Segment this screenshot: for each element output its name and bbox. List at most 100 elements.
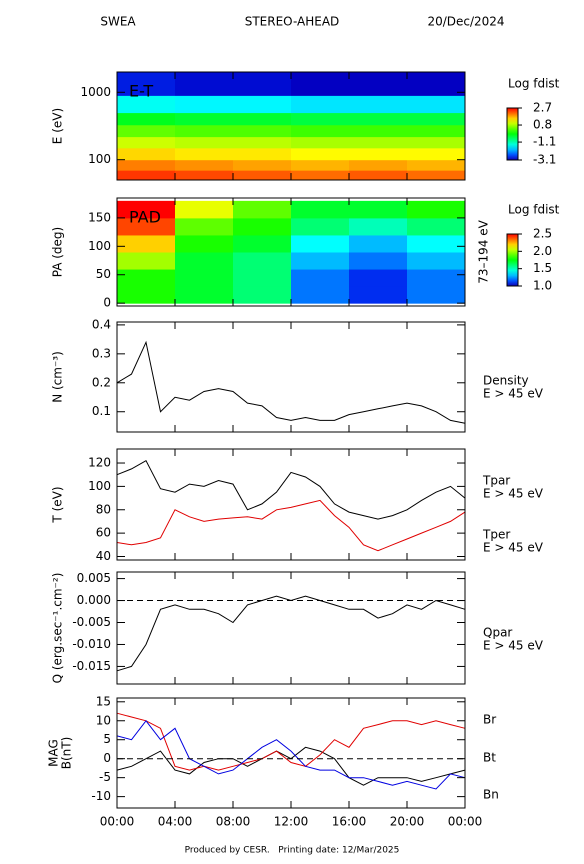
heatmap-cell bbox=[291, 234, 350, 253]
heatmap-cell bbox=[407, 159, 466, 171]
series-line bbox=[116, 340, 466, 424]
y-tick-label: 0.005 bbox=[77, 571, 111, 585]
y-axis-label: T (eV) bbox=[51, 486, 65, 523]
heatmap-cell bbox=[117, 159, 176, 171]
header-center: STEREO-AHEAD bbox=[245, 15, 340, 29]
heatmap-cell bbox=[407, 136, 466, 149]
heatmap-cell bbox=[407, 217, 466, 236]
heatmap-cell bbox=[117, 72, 176, 96]
colorbar-title: Log fdist bbox=[508, 77, 560, 91]
heatmap-cell bbox=[117, 269, 176, 287]
heatmap-cell bbox=[349, 217, 408, 236]
heatmap-cell bbox=[117, 112, 176, 126]
heatmap-cell bbox=[233, 147, 292, 161]
heatmap-cell bbox=[291, 286, 350, 304]
heatmap-cell bbox=[175, 217, 234, 236]
y-tick-label: 100 bbox=[88, 152, 111, 166]
heatmap-cell bbox=[349, 170, 408, 181]
legend-name: Tper bbox=[482, 528, 510, 542]
legend-note: E > 45 eV bbox=[483, 639, 544, 653]
header-right: 20/Dec/2024 bbox=[427, 15, 504, 29]
y-axis-label: PA (deg) bbox=[51, 227, 65, 277]
y-tick-label: 0.2 bbox=[92, 375, 111, 389]
heatmap-cell bbox=[175, 252, 234, 270]
heatmap-cell bbox=[291, 159, 350, 171]
heatmap-cell bbox=[349, 72, 408, 96]
heatmap-cell bbox=[233, 252, 292, 270]
heatmap-cell bbox=[291, 170, 350, 181]
y-axis-label: Q (erg.sec⁻¹.cm⁻²) bbox=[51, 573, 65, 684]
colorbar-tick-label: 0.8 bbox=[533, 118, 552, 132]
heatmap-cell bbox=[175, 200, 234, 219]
x-tick-label: 00:00 bbox=[448, 815, 483, 829]
heatmap-cell bbox=[349, 147, 408, 161]
heatmap-cell bbox=[233, 269, 292, 287]
y-tick-label: 0 bbox=[103, 751, 111, 765]
y-tick-label: 100 bbox=[88, 239, 111, 253]
colorbar-tick-label: 2.0 bbox=[533, 244, 552, 258]
heatmap-cell bbox=[175, 170, 234, 181]
series-line bbox=[116, 712, 466, 771]
footer: Produced by CESR. Printing date: 12/Mar/… bbox=[185, 846, 400, 856]
y-axis-label: MAG bbox=[47, 739, 61, 767]
y-tick-label: 0.1 bbox=[92, 404, 111, 418]
heatmap-cell bbox=[349, 200, 408, 219]
heatmap-cell bbox=[349, 112, 408, 126]
heatmap-cell bbox=[407, 269, 466, 287]
heatmap-cell bbox=[117, 252, 176, 270]
heatmap-cell bbox=[117, 95, 176, 114]
colorbar-title: Log fdist bbox=[508, 203, 560, 217]
y-axis-label: B(nT) bbox=[60, 737, 74, 770]
heatmap-cell bbox=[175, 286, 234, 304]
y-tick-label: 50 bbox=[96, 267, 111, 281]
heatmap-cell bbox=[349, 252, 408, 270]
heatmap-cell bbox=[291, 200, 350, 219]
legend-name: Br bbox=[483, 713, 496, 727]
heatmap-cell bbox=[407, 72, 466, 96]
panel-label: E-T bbox=[129, 82, 153, 101]
y-tick-label: 15 bbox=[96, 694, 111, 708]
heatmap-cell bbox=[407, 124, 466, 138]
heatmap-cell bbox=[117, 136, 176, 149]
y-tick-label: 0.000 bbox=[77, 593, 111, 607]
heatmap-cell bbox=[233, 286, 292, 304]
x-tick-label: 16:00 bbox=[332, 815, 367, 829]
y-tick-label: 0 bbox=[103, 296, 111, 310]
heatmap-cell bbox=[349, 136, 408, 149]
heatmap-cell bbox=[175, 136, 234, 149]
legend-name: Bn bbox=[483, 788, 499, 802]
heatmap-cell bbox=[175, 95, 234, 114]
heatmap-cell bbox=[291, 124, 350, 138]
heatmap-cell bbox=[117, 200, 176, 219]
colorbar bbox=[506, 107, 519, 161]
heatmap-cell bbox=[117, 286, 176, 304]
heatmap-cell bbox=[291, 252, 350, 270]
panel-label: PAD bbox=[129, 208, 161, 227]
heatmap-cell bbox=[233, 217, 292, 236]
heatmap-cell bbox=[175, 269, 234, 287]
heatmap-cell bbox=[233, 234, 292, 253]
heatmap-cell bbox=[407, 252, 466, 270]
series-line bbox=[116, 460, 466, 520]
heatmap-cell bbox=[117, 217, 176, 236]
header-left: SWEA bbox=[100, 15, 136, 29]
heatmap-cell bbox=[349, 234, 408, 253]
legend-name: Tpar bbox=[482, 474, 510, 488]
y-tick-label: -10 bbox=[91, 789, 111, 803]
heatmap-cell bbox=[407, 170, 466, 181]
y-tick-label: 10 bbox=[96, 713, 111, 727]
legend-note: E > 45 eV bbox=[483, 387, 544, 401]
heatmap-cell bbox=[117, 147, 176, 161]
x-tick-label: 08:00 bbox=[216, 815, 251, 829]
x-tick-label: 04:00 bbox=[158, 815, 193, 829]
heatmap-cell bbox=[407, 200, 466, 219]
y-tick-label: -5 bbox=[99, 770, 111, 784]
x-tick-label: 00:00 bbox=[100, 815, 135, 829]
colorbar-tick-label: -3.1 bbox=[533, 153, 556, 167]
heatmap-cell bbox=[175, 112, 234, 126]
heatmap-cell bbox=[233, 72, 292, 96]
y-tick-label: 60 bbox=[96, 526, 111, 540]
colorbar-tick-label: 2.5 bbox=[533, 227, 552, 241]
colorbar bbox=[506, 233, 519, 287]
